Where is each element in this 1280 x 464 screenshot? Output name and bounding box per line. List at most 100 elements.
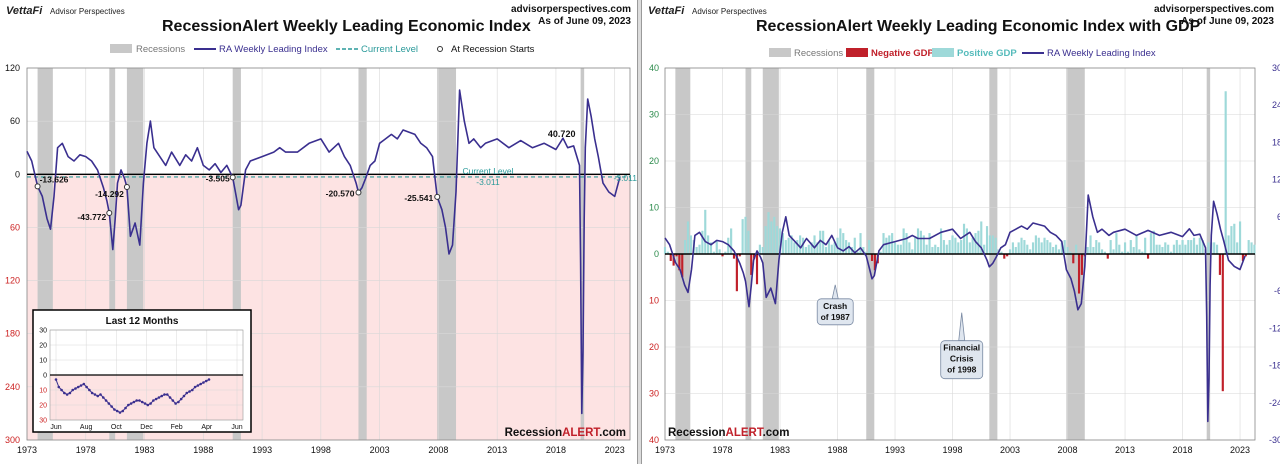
positive-gdp-bar — [991, 235, 994, 254]
negative-gdp-bar — [753, 254, 756, 259]
inset-negative-zone — [50, 375, 243, 420]
inset-x-tick-label: Feb — [171, 424, 183, 431]
inset-x-tick-label: Apr — [201, 424, 213, 431]
recession-start-marker — [434, 193, 441, 200]
positive-gdp-bar — [695, 247, 698, 254]
positive-gdp-bar — [914, 237, 917, 254]
negative-gdp-bar — [738, 254, 741, 257]
x-tick-label: 1973 — [655, 445, 675, 455]
positive-gdp-bar — [698, 244, 701, 254]
legend-swatch-recessions — [110, 44, 132, 53]
recession-start-label: -25.541 — [404, 193, 433, 203]
inset-x-tick-label: Dec — [140, 424, 153, 431]
positive-gdp-bar — [1100, 249, 1104, 254]
inset-point — [74, 387, 77, 390]
positive-gdp-bar — [684, 240, 687, 254]
negative-gdp-bar — [1218, 254, 1222, 275]
positive-gdp-bar — [781, 233, 784, 254]
positive-gdp-bar — [885, 237, 888, 254]
inset-point — [196, 384, 200, 387]
positive-gdp-bar — [905, 233, 908, 254]
positive-gdp-bar — [1043, 237, 1046, 254]
positive-gdp-bar — [957, 242, 960, 254]
y-tick-label: 60 — [10, 222, 20, 232]
right-chart-svg: 40302010010203040300240180120600-60-120-… — [649, 48, 1280, 455]
inset-point — [154, 397, 158, 401]
recession-band — [109, 68, 116, 440]
positive-gdp-bar — [718, 249, 721, 254]
positive-gdp-bar — [1057, 249, 1060, 254]
positive-gdp-bar — [994, 237, 997, 254]
y-left-tick-label: 10 — [649, 203, 659, 213]
recession-start-marker — [229, 174, 236, 181]
positive-gdp-bar — [1158, 244, 1161, 254]
positive-gdp-bar — [1149, 233, 1152, 254]
callout-box — [940, 340, 984, 380]
recession-band — [989, 68, 998, 440]
positive-gdp-bar — [747, 230, 750, 254]
legend-swatch-recessions — [769, 48, 791, 57]
inset-point — [149, 402, 152, 405]
y-tick-label: 120 — [5, 63, 20, 73]
positive-gdp-bar — [945, 244, 948, 254]
positive-gdp-bar — [836, 237, 839, 254]
inset-box — [32, 309, 252, 433]
positive-gdp-bar — [799, 235, 802, 254]
positive-gdp-bar — [1201, 240, 1204, 254]
inset-point — [171, 399, 175, 402]
y-tick-label: 300 — [5, 435, 20, 445]
positive-gdp-bar — [853, 237, 856, 254]
positive-gdp-bar — [911, 249, 914, 254]
positive-gdp-bar — [758, 244, 761, 254]
inset-point — [54, 378, 58, 381]
positive-gdp-bar — [778, 228, 782, 254]
positive-gdp-bar — [1175, 240, 1178, 254]
positive-gdp-bar — [847, 242, 851, 254]
negative-gdp-bar — [1221, 254, 1224, 392]
inset-point — [129, 402, 133, 405]
inset-point — [79, 384, 83, 387]
positive-gdp-bar — [704, 209, 707, 254]
positive-gdp-bar — [888, 235, 891, 254]
x-tick-label: 2003 — [1000, 445, 1020, 455]
positive-gdp-bar — [1095, 240, 1098, 254]
inset-point — [63, 391, 66, 395]
negative-gdp-bar — [1244, 254, 1247, 257]
positive-gdp-bar — [1052, 247, 1055, 254]
inset-point — [118, 411, 122, 414]
positive-gdp-bar — [689, 235, 692, 254]
inset-point — [115, 409, 119, 413]
positive-gdp-bar — [1115, 233, 1118, 254]
inset-point — [76, 385, 80, 389]
inset-x-tick-label: Oct — [111, 424, 122, 431]
chart-title: RecessionAlert Weekly Leading Economic I… — [162, 18, 531, 35]
callout-pointer — [958, 312, 966, 342]
positive-gdp-bar — [1037, 237, 1040, 254]
recession-band — [437, 68, 457, 440]
positive-gdp-bar — [971, 237, 974, 254]
legend-label-positive: Positive GDP — [957, 48, 1017, 59]
recession-band — [126, 68, 144, 440]
positive-gdp-bar — [1169, 251, 1173, 254]
positive-gdp-bar — [787, 237, 790, 254]
negative-gdp-bar — [678, 254, 681, 271]
inset-point — [110, 405, 113, 408]
negative-gdp-bar — [876, 254, 879, 264]
inset-x-tick-label: Jun — [50, 424, 61, 431]
inset-point — [163, 393, 166, 396]
positive-gdp-bar — [1190, 240, 1193, 254]
positive-gdp-bar — [1230, 226, 1233, 254]
positive-gdp-bar — [701, 230, 704, 254]
x-tick-label: 1988 — [193, 445, 213, 455]
inset-title: Last 12 Months — [106, 316, 179, 327]
positive-gdp-bar — [974, 233, 977, 254]
watermark: RecessionALERT.com — [505, 427, 626, 439]
positive-gdp-bar — [709, 242, 713, 254]
positive-gdp-bar — [1172, 244, 1175, 254]
positive-gdp-bar — [937, 247, 940, 254]
positive-gdp-bar — [1112, 249, 1115, 254]
negative-gdp-bar — [1083, 254, 1086, 257]
inset-point — [93, 393, 97, 396]
positive-gdp-bar — [827, 240, 830, 254]
